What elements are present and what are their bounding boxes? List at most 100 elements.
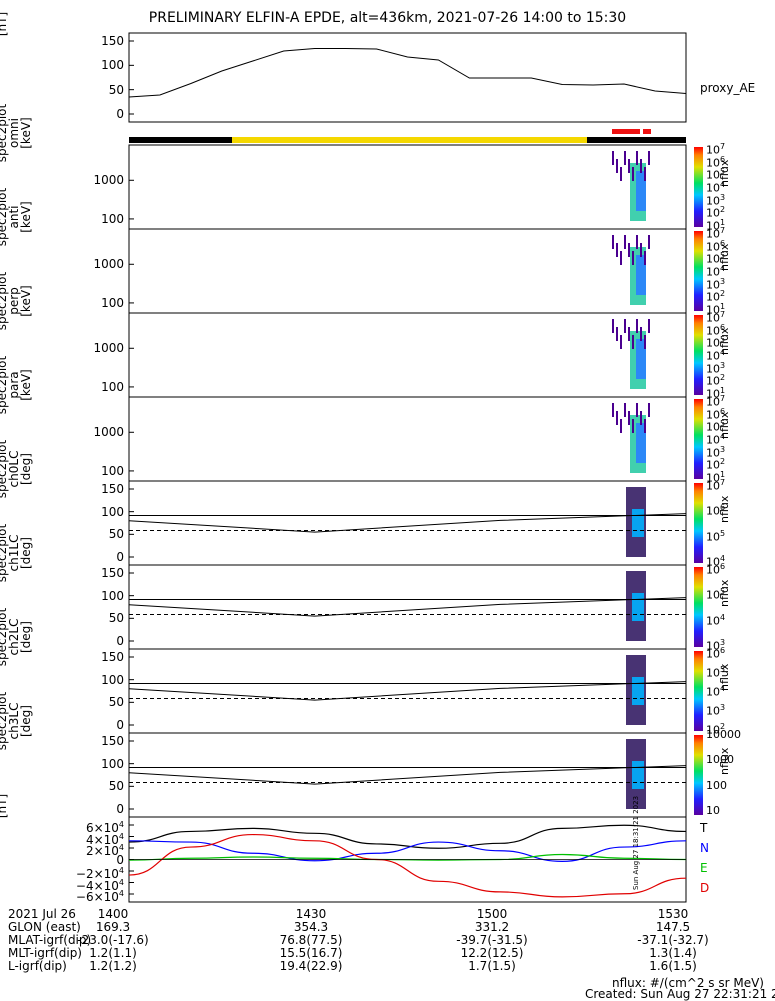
colorbar-tick: 104 [706,684,726,699]
ytick-label: −2×104 [75,866,124,881]
colorbar-tick: 107 [706,310,726,325]
colorbar-tick: 106 [706,238,726,254]
colorbar-tick: 103 [706,703,726,718]
flux-burst-core [636,171,646,211]
colorbar-label: nflux [718,579,731,607]
ylabel-proxy_ae: [nT] [0,11,9,36]
footer-value: 169.3 [95,920,131,934]
footer-value: 147.5 [655,920,691,934]
flux-speck [644,251,646,265]
footer-value: -37.1(-32.7) [637,933,709,947]
footer-value: 1.3(1.4) [649,946,697,960]
ytick-label: 0 [116,852,124,867]
colorbar-ch1LC [694,567,703,647]
ytick-label: 100 [101,588,124,603]
footer-row-name: L-igrf(dip) [8,959,67,973]
colorbar-tick: 105 [706,528,726,544]
ytick-label: 1000 [93,341,124,356]
colorbar-tick: 107 [706,478,726,493]
flux-speck [640,327,642,341]
footer-row-name: 2021 Jul 26 [8,907,76,921]
colorbar-ch3LC [694,735,703,815]
colorbar-label: nflux [718,411,731,439]
pa-flux-core [632,509,644,537]
flux-speck [616,159,618,173]
colorbar-anti [694,231,703,311]
flux-speck [640,411,642,425]
ytick-label: 50 [108,611,124,626]
footer-row-name: GLON (east) [8,920,81,934]
footer-value: 15.5(16.7) [279,946,343,960]
footer-value: 19.4(22.9) [279,959,343,973]
ytick-label: 0 [116,634,124,648]
ytick-label: 1000 [93,257,124,272]
colorbar-tick: 101 [706,470,726,485]
footer-value: 1430 [295,907,327,921]
flux-speck [616,411,618,425]
footer-row-name: MLAT-igrf(dip) [8,933,92,947]
flux-speck [628,159,630,173]
igrf-line-T [128,824,687,849]
flux-speck [620,419,622,433]
flux-speck [624,151,626,165]
legend-proxy-ae: proxy_AE [700,81,756,95]
colorbar-tick: 102 [706,373,726,388]
colorbar-tick: 103 [706,360,726,376]
panel-frame-ch2LC [128,648,687,734]
colorbar-tick: 102 [706,457,726,472]
footer-value: 1400 [97,907,129,921]
flux-speck [648,151,650,165]
colorbar-tick: 105 [706,251,726,266]
ytick-label: −4×104 [75,877,124,893]
flux-speck [636,235,638,249]
footer-value: 1500 [476,907,508,921]
colorbar-tick: 103 [706,192,726,208]
footer-value: 1.2(1.2) [89,959,137,973]
flux-speck [644,419,646,433]
colorbar-tick: 104 [706,180,726,195]
flux-burst-core [636,339,646,379]
flux-speck [644,335,646,349]
plot-title: PRELIMINARY ELFIN-A EPDE, alt=436km, 202… [148,10,627,26]
igrf-line-E [128,853,687,861]
flux-speck [628,327,630,341]
panel-frame-omni [128,144,687,230]
footer-value: 331.2 [474,920,510,934]
igrf-line-D [128,833,687,898]
flux-speck [648,235,650,249]
panel-frame-ch1LC [128,564,687,650]
colorbar-label: nflux [718,663,731,691]
flux-speck [640,159,642,173]
colorbar-label: nflux [718,159,731,187]
flux-speck [612,235,614,249]
colorbar-tick: 105 [706,167,726,182]
flux-speck [612,403,614,417]
units-note: nflux: #/(cm^2 s sr MeV) [612,976,764,990]
colorbar-tick: 106 [706,646,726,661]
pa-flux-core [632,761,644,789]
loss-cone-line [128,597,687,617]
flux-speck [632,167,634,181]
flux-speck [628,243,630,257]
colorbar-tick: 106 [706,503,726,518]
panel-frame-ch0LC [128,480,687,566]
flux-speck [636,403,638,417]
ytick-label: 0 [116,550,124,564]
flux-speck [624,319,626,333]
ytick-label: 150 [101,650,124,664]
igrf-legend-E: E [700,861,708,875]
ytick-label: 100 [101,504,124,519]
colorbar-tick: 103 [706,638,726,653]
footer-value: 76.8(77.5) [279,933,343,947]
flux-burst-core [636,255,646,295]
colorbar-tick: 107 [706,142,726,157]
colorbar-tick: 105 [706,335,726,350]
ytick-label: 100 [101,379,124,394]
colorbar-tick: 104 [706,432,726,447]
ytick-label: 0 [116,718,124,732]
footer-value: -39.7(-31.5) [456,933,528,947]
ytick-label: −6×104 [75,889,124,904]
ytick-label: 150 [101,482,124,496]
ytick-label: 50 [108,527,124,542]
